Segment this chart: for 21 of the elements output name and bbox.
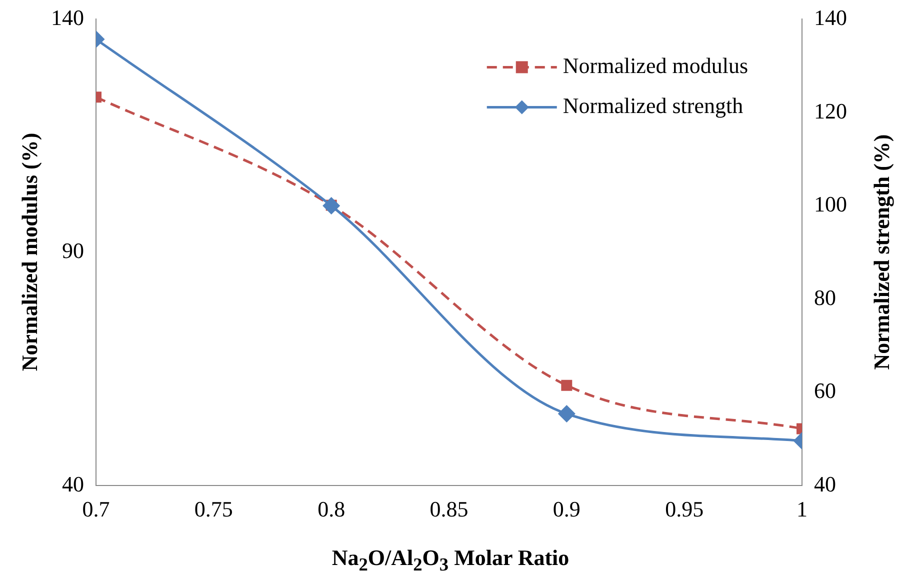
y-axis-title: Normalized modulus (%) — [17, 132, 43, 372]
x-tick-label: 1 — [796, 496, 808, 522]
x-tick-label: 0.8 — [318, 496, 346, 522]
y2-tick-label: 100 — [814, 192, 847, 217]
y2-tick-label: 60 — [814, 378, 836, 404]
x-tick-label: 0.95 — [665, 496, 704, 522]
y-tick-label: 90 — [62, 238, 84, 264]
y2-tick-label: 120 — [814, 98, 847, 124]
y2-tick-label: 40 — [814, 471, 836, 496]
legend-label: Normalized modulus — [562, 52, 748, 78]
y-tick-label: 40 — [62, 471, 84, 496]
x-axis-title: Na$_{2}$O/Al$_{2}$O$_{3}$ Molar Ratio — [330, 545, 570, 576]
y-tick-label: 140 — [51, 4, 84, 30]
x-tick-label: 0.7 — [82, 496, 110, 522]
y2-tick-label: 80 — [814, 284, 836, 310]
y2-axis-title: Normalized strength (%) — [869, 134, 895, 370]
legend-label: Normalized strength — [562, 92, 744, 118]
x-tick-label: 0.85 — [430, 496, 468, 522]
x-tick-label: 0.9 — [552, 496, 580, 522]
x-tick-label: 0.75 — [194, 496, 233, 522]
y2-tick-label: 140 — [814, 4, 847, 30]
